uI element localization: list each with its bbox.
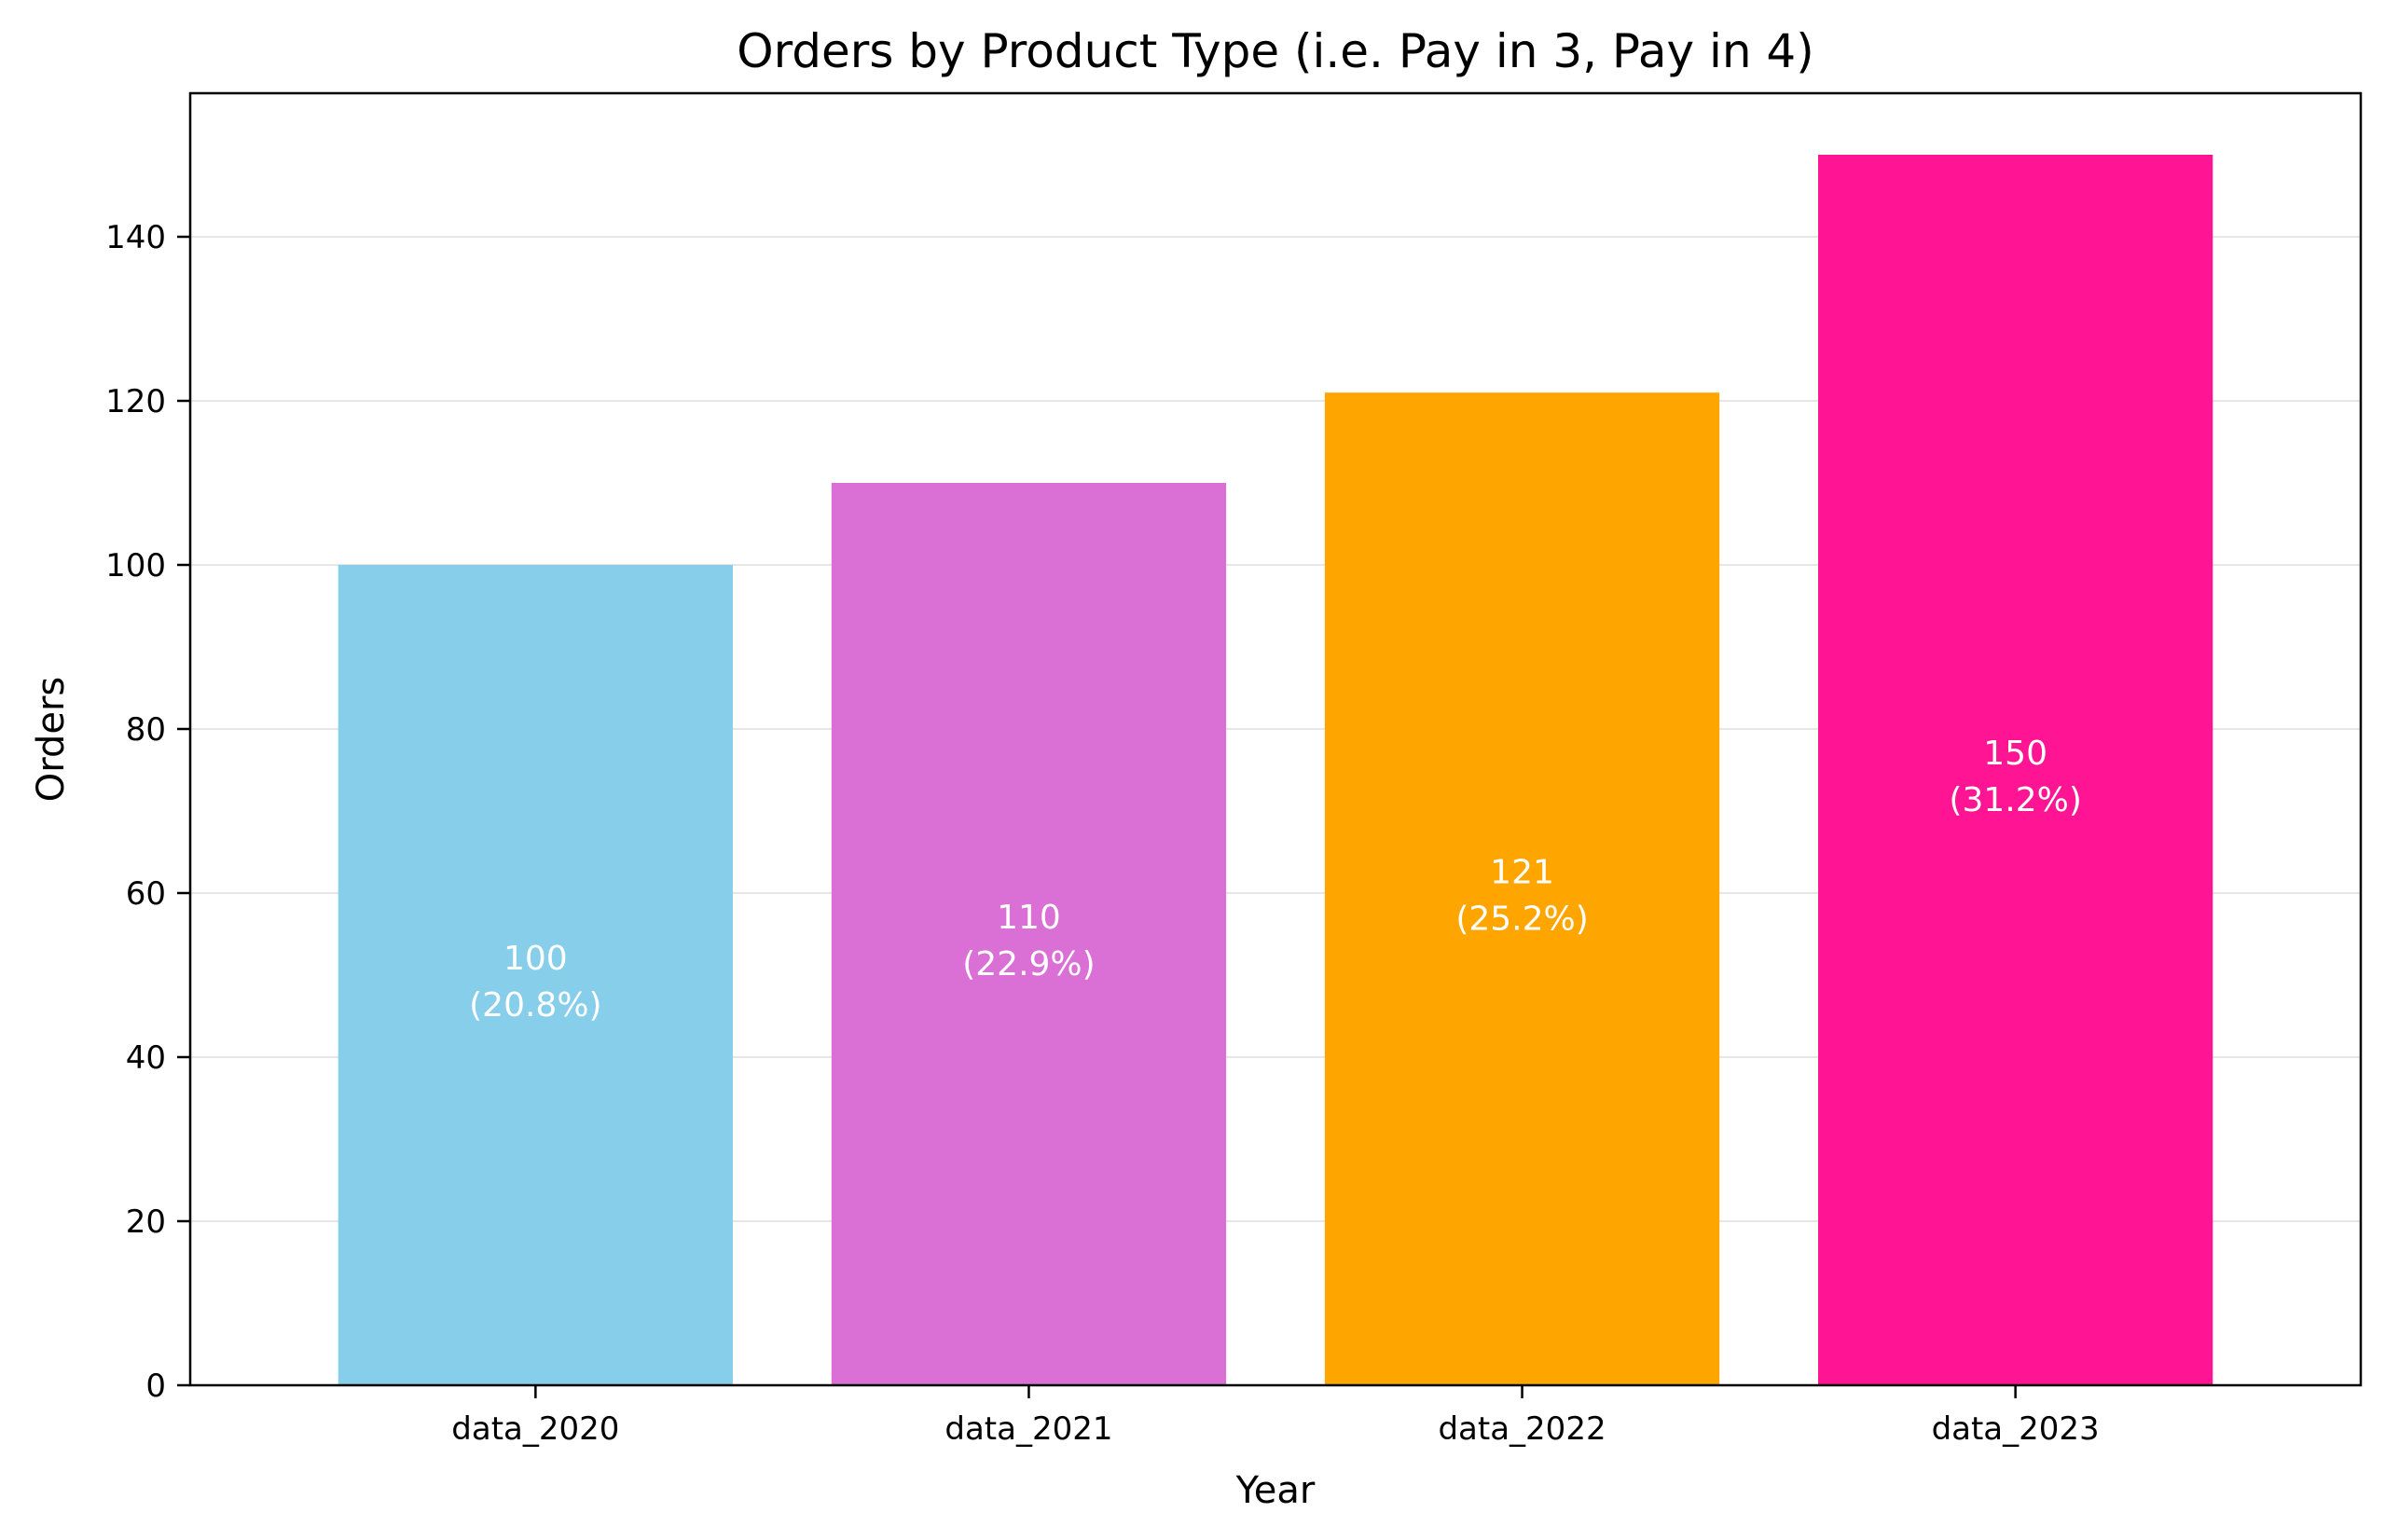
bar-data_2022: [1324, 392, 1720, 1386]
y-tick-label: 0: [145, 1368, 166, 1405]
y-tick-label: 20: [126, 1203, 166, 1241]
bar-value-label: 121: [1490, 854, 1554, 892]
x-axis-label: Year: [1235, 1469, 1316, 1512]
bar-value-label: 100: [503, 940, 568, 978]
chart-title: Orders by Product Type (i.e. Pay in 3, P…: [737, 24, 1814, 78]
bars: [338, 155, 2213, 1386]
y-tick-label: 140: [105, 219, 166, 256]
y-tick-label: 100: [105, 547, 166, 584]
x-axis: data_2020 data_2021 data_2022 data_2023: [451, 1385, 2100, 1448]
bar-percent-label: (22.9%): [962, 945, 1095, 983]
bar-data_2021: [831, 483, 1227, 1385]
bar-value-label: 110: [997, 899, 1061, 937]
y-tick-label: 40: [126, 1039, 166, 1077]
bar-labels: 100 (20.8%) 110 (22.9%) 121 (25.2%) 150 (31.2%): [469, 735, 2082, 1024]
y-tick-label: 80: [126, 711, 166, 749]
bar-value-label: 150: [1983, 735, 2047, 773]
y-tick-label: 120: [105, 383, 166, 420]
y-tick-label: 60: [126, 875, 166, 913]
bar-percent-label: (20.8%): [469, 986, 601, 1024]
plot-area-frame: [188, 91, 2363, 1387]
bar-percent-label: (31.2%): [1949, 781, 2081, 819]
bar-percent-label: (25.2%): [1455, 901, 1588, 939]
bar-data_2023: [1818, 155, 2213, 1385]
x-tick-label: data_2021: [944, 1410, 1112, 1448]
x-tick-label: data_2020: [451, 1410, 619, 1448]
x-tick-label: data_2023: [1932, 1410, 2100, 1448]
y-axis: 0 20 40 60 80 100 120 140: [105, 219, 190, 1405]
bar-data_2020: [338, 565, 733, 1385]
y-axis-label: Orders: [30, 677, 73, 803]
x-tick-label: data_2022: [1438, 1410, 1606, 1448]
